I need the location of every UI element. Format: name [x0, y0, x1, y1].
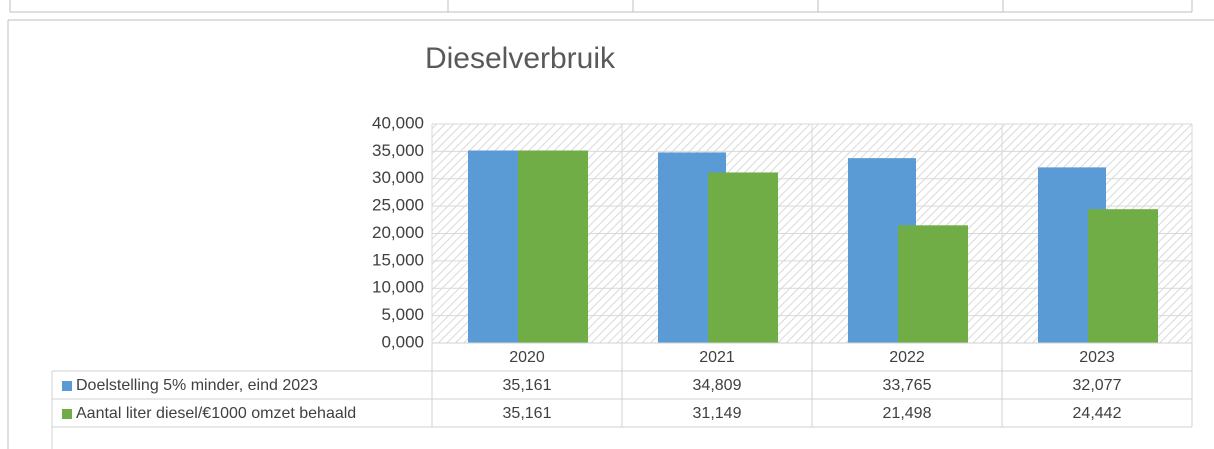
x-tick-label: 2020 [509, 349, 545, 366]
data-label: 35,161 [503, 405, 552, 422]
data-label: 33,765 [883, 377, 932, 394]
x-tick-label: 2022 [889, 349, 925, 366]
legend-label: Doelstelling 5% minder, eind 2023 [76, 377, 318, 394]
legend-key [62, 381, 72, 391]
y-tick-label: 35,000 [372, 141, 424, 160]
x-tick-label: 2021 [699, 349, 735, 366]
y-tick-label: 10,000 [372, 278, 424, 297]
legend-key [62, 409, 72, 419]
y-tick-label: 15,000 [372, 250, 424, 269]
data-label: 24,442 [1073, 405, 1122, 422]
bar [898, 225, 968, 343]
chart-title: Dieselverbruik [425, 42, 616, 75]
bar [708, 172, 778, 343]
y-tick-label: 40,000 [372, 113, 424, 132]
data-label: 34,809 [693, 377, 742, 394]
bar [1088, 209, 1158, 343]
data-label: 32,077 [1073, 377, 1122, 394]
y-tick-label: 30,000 [372, 168, 424, 187]
y-tick-label: 20,000 [372, 223, 424, 242]
data-label: 31,149 [693, 405, 742, 422]
x-tick-label: 2023 [1079, 349, 1115, 366]
bar [518, 150, 588, 343]
chart-frame [7, 19, 1214, 449]
data-label: 21,498 [883, 405, 932, 422]
y-tick-label: 0,000 [381, 332, 424, 351]
y-tick-label: 25,000 [372, 196, 424, 215]
y-tick-label: 5,000 [381, 305, 424, 324]
data-label: 35,161 [503, 377, 552, 394]
table-fragment [9, 0, 1193, 13]
legend-label: Aantal liter diesel/€1000 omzet behaald [76, 405, 356, 422]
